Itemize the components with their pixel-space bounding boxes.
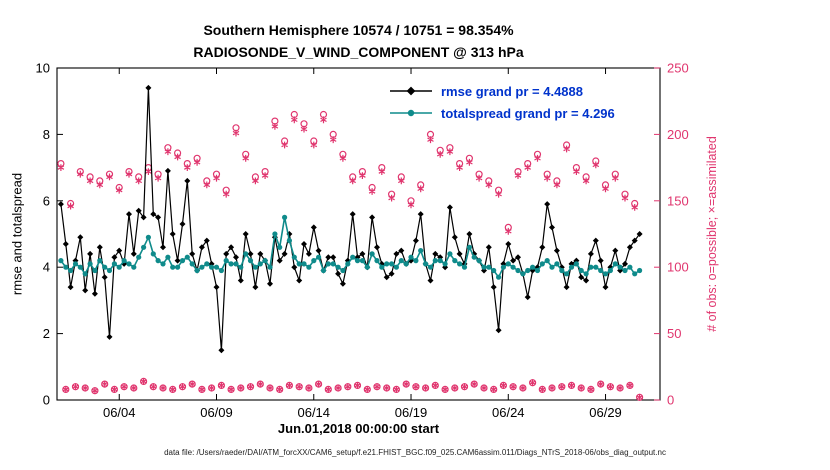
svg-text:4: 4 [43, 260, 50, 275]
svg-text:150: 150 [667, 193, 689, 208]
svg-text:2: 2 [43, 326, 50, 341]
legend-label-totalspread: totalspread grand pr = 4.296 [441, 105, 615, 121]
subtitle-observation-type: RADIOSONDE_V_WIND_COMPONENT @ 313 hPa [193, 44, 524, 60]
legend: rmse grand pr = 4.4888 totalspread grand… [388, 80, 615, 124]
data-file-caption: data file: /Users/raeder/DAI/ATM_forcXX/… [164, 448, 666, 457]
rmse-series [57, 84, 643, 354]
svg-text:0: 0 [43, 393, 50, 408]
svg-text:250: 250 [667, 61, 689, 76]
svg-text:6: 6 [43, 193, 50, 208]
x-axis-label: Jun.01,2018 00:00:00 start [277, 421, 440, 436]
rmse-line-marker-icon [390, 86, 432, 96]
legend-row-rmse: rmse grand pr = 4.4888 [388, 80, 615, 102]
page-title: Southern Hemisphere 10574 / 10751 = 98.3… [203, 22, 514, 38]
svg-text:06/29: 06/29 [589, 405, 622, 420]
totalspread-line-marker-icon [390, 109, 432, 117]
svg-text:50: 50 [667, 326, 681, 341]
svg-text:8: 8 [43, 127, 50, 142]
y-axis-label-right: # of obs: o=possible; ×=assimilated [705, 136, 719, 332]
svg-text:100: 100 [667, 260, 689, 275]
svg-text:06/19: 06/19 [395, 405, 428, 420]
svg-text:200: 200 [667, 127, 689, 142]
svg-text:0: 0 [667, 393, 674, 408]
svg-text:06/14: 06/14 [297, 405, 330, 420]
y-axis-label-left: rmse and totalspread [9, 172, 25, 296]
totalspread-series [58, 214, 643, 280]
obs-count-series [57, 110, 644, 401]
svg-text:06/04: 06/04 [103, 405, 136, 420]
svg-text:06/09: 06/09 [200, 405, 233, 420]
legend-label-rmse: rmse grand pr = 4.4888 [441, 83, 583, 99]
svg-text:06/24: 06/24 [492, 405, 525, 420]
svg-text:10: 10 [36, 61, 50, 76]
legend-row-totalspread: totalspread grand pr = 4.296 [388, 102, 615, 124]
